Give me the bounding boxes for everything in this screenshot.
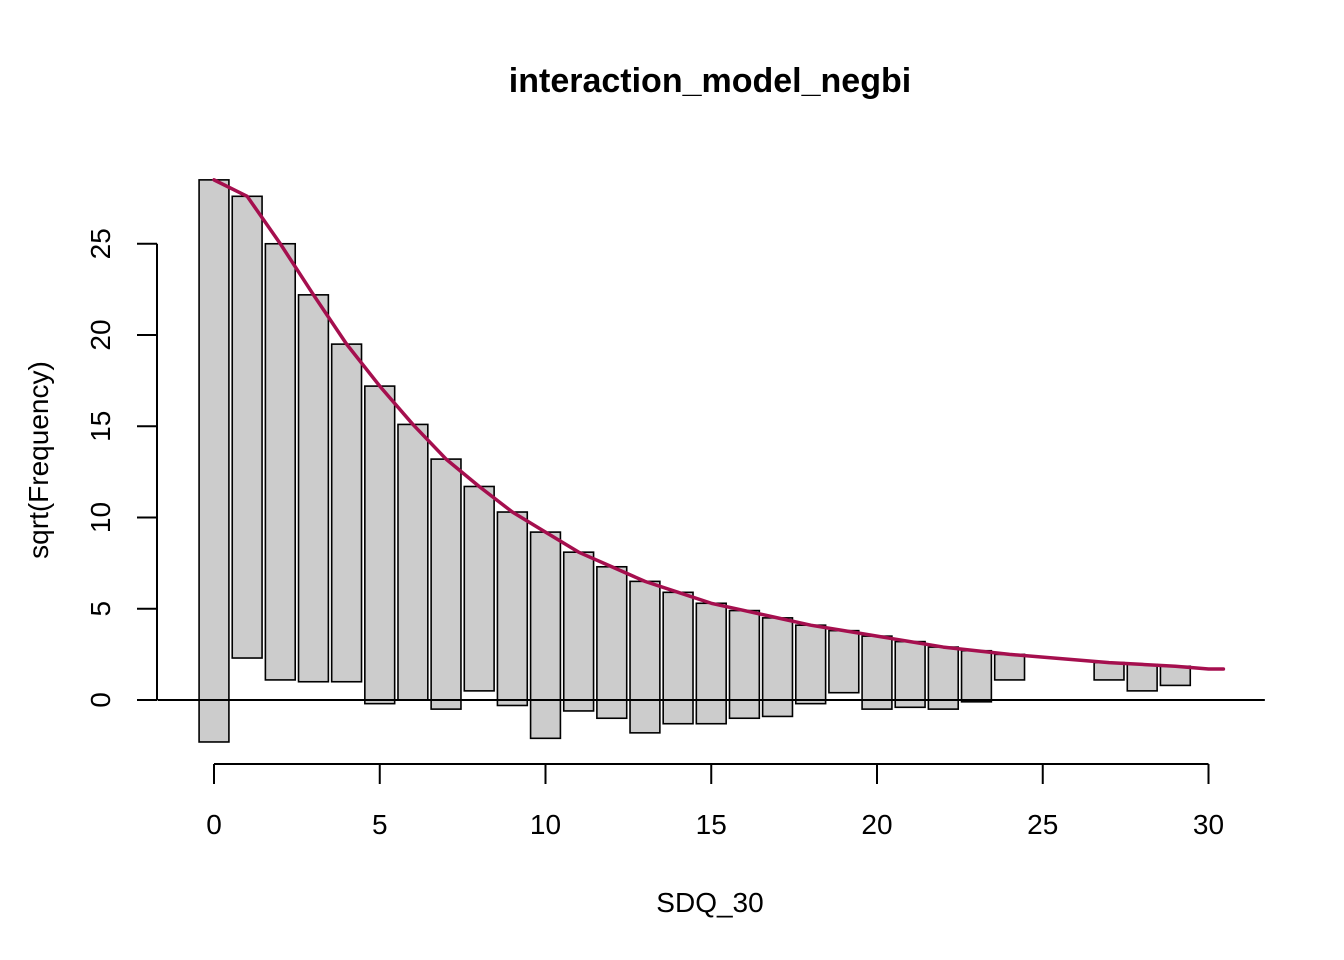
- bar-20: [861, 635, 893, 710]
- bar-11: [562, 551, 595, 712]
- x-tick-label-30: 30: [1193, 809, 1224, 840]
- bar-19: [828, 629, 860, 694]
- bar-10: [529, 531, 562, 740]
- x-tick-label-10: 10: [530, 809, 561, 840]
- y-tick-label-25: 25: [85, 228, 116, 259]
- bar-18: [794, 624, 827, 705]
- bar-13: [629, 580, 661, 734]
- y-tick-label-5: 5: [85, 601, 116, 617]
- x-tick-label-20: 20: [861, 809, 892, 840]
- bar-29: [1159, 665, 1192, 687]
- bar-12: [596, 565, 628, 720]
- bar-8: [463, 485, 495, 692]
- x-tick-label-25: 25: [1027, 809, 1058, 840]
- bar-7: [430, 458, 462, 710]
- y-axis: 0 5 10 15 20 25: [85, 228, 158, 708]
- bar-23: [960, 649, 993, 703]
- bar-28: [1126, 663, 1158, 692]
- bar-2: [264, 242, 297, 681]
- bar-14: [662, 591, 694, 725]
- bar-27: [1093, 661, 1125, 681]
- bar-4: [330, 343, 363, 683]
- y-tick-label-20: 20: [85, 319, 116, 350]
- bar-6: [397, 423, 429, 701]
- y-axis-label: sqrt(Frequency): [23, 361, 54, 559]
- bar-1: [231, 195, 263, 659]
- bar-15: [695, 602, 727, 725]
- expected-frequency-curve: [212, 178, 1226, 671]
- chart-title: interaction_model_negbi: [509, 62, 911, 100]
- y-tick-label-10: 10: [85, 502, 116, 533]
- x-tick-label-5: 5: [372, 809, 388, 840]
- bar-16: [728, 609, 761, 720]
- y-tick-label-15: 15: [85, 411, 116, 442]
- x-tick-label-15: 15: [696, 809, 727, 840]
- bar-24: [993, 653, 1026, 681]
- x-axis-label: SDQ_30: [656, 887, 763, 918]
- bar-17: [761, 617, 794, 718]
- y-tick-label-0: 0: [85, 692, 116, 708]
- bar-9: [496, 511, 529, 707]
- x-tick-label-0: 0: [206, 809, 222, 840]
- bar-3: [297, 294, 330, 683]
- bar-21: [894, 640, 926, 709]
- bar-0: [198, 179, 230, 743]
- x-axis: 0 5 10 15 20 25 30: [206, 763, 1224, 840]
- bar-5: [364, 385, 396, 705]
